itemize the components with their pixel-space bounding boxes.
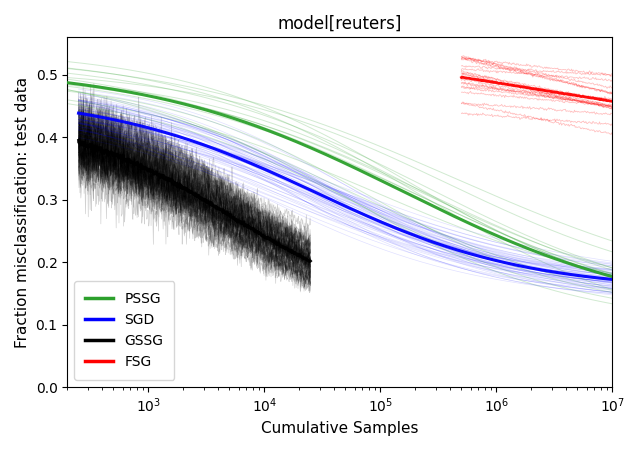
Y-axis label: Fraction misclassification: test data: Fraction misclassification: test data bbox=[15, 77, 30, 348]
X-axis label: Cumulative Samples: Cumulative Samples bbox=[261, 421, 419, 436]
Title: model[reuters]: model[reuters] bbox=[278, 15, 402, 33]
Legend: PSSG, SGD, GSSG, FSG: PSSG, SGD, GSSG, FSG bbox=[74, 281, 174, 380]
